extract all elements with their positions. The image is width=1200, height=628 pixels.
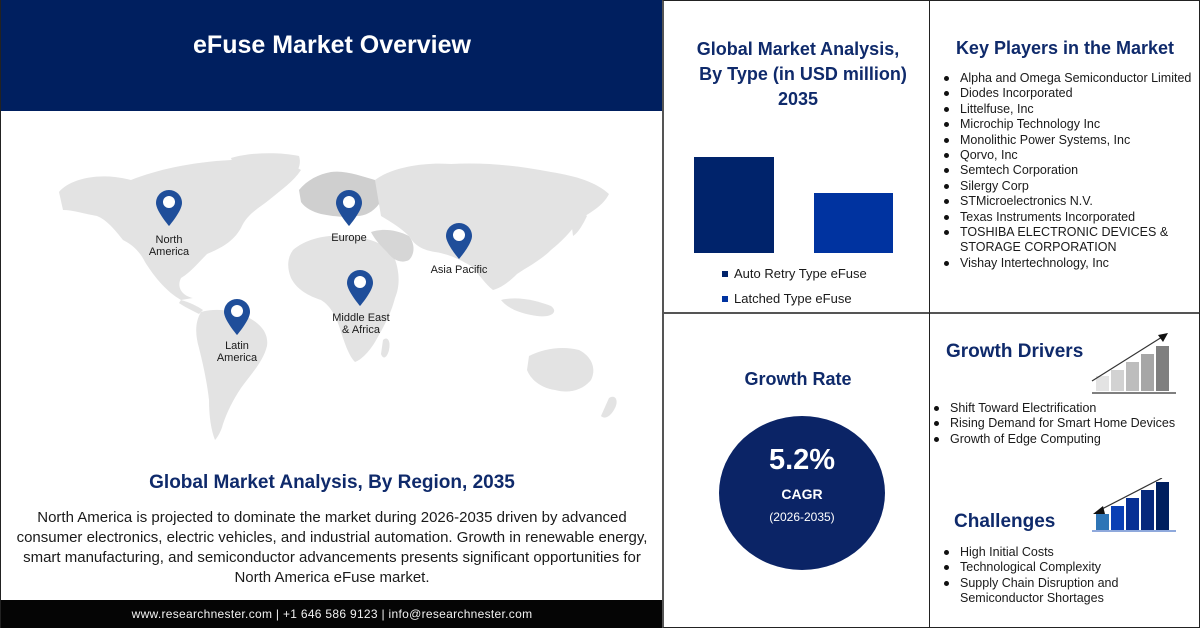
list-item: Alpha and Omega Semiconductor Limited — [940, 71, 1195, 86]
map-pin-icon[interactable] — [446, 223, 472, 259]
list-item: Monolithic Power Systems, Inc — [940, 133, 1195, 148]
list-item: Vishay Intertechnology, Inc — [940, 256, 1195, 271]
list-item: TOSHIBA ELECTRONIC DEVICES & STORAGE COR… — [940, 225, 1195, 256]
cagr-label: CAGR — [781, 486, 823, 502]
list-item: Growth of Edge Computing — [930, 432, 1195, 447]
legend-swatch-icon — [722, 270, 728, 277]
list-item: Texas Instruments Incorporated — [940, 210, 1195, 225]
bar-latched — [814, 193, 893, 253]
bar-auto-retry — [694, 157, 774, 253]
cagr-badge: 5.2% CAGR (2026-2035) — [719, 416, 885, 570]
list-item: Technological Complexity — [940, 560, 1195, 575]
list-item: Shift Toward Electrification — [930, 401, 1195, 416]
key-players-panel: Key Players in the Market Alpha and Omeg… — [930, 0, 1200, 314]
growth-drivers-list: Shift Toward Electrification Rising Dema… — [930, 401, 1195, 447]
list-item: Rising Demand for Smart Home Devices — [930, 416, 1195, 431]
growth-rate-panel: Growth Rate 5.2% CAGR (2026-2035) — [662, 313, 930, 628]
map-pin-icon[interactable] — [156, 190, 182, 226]
contact-footer: www.researchnester.com | +1 646 586 9123… — [1, 600, 663, 628]
cagr-period: (2026-2035) — [769, 510, 835, 524]
map-label-europe: Europe — [331, 232, 367, 244]
list-item: Microchip Technology Inc — [940, 117, 1195, 132]
list-item: Qorvo, Inc — [940, 148, 1195, 163]
world-map: North America Europe Asia Pacific Middle … — [31, 150, 641, 450]
overview-header: eFuse Market Overview — [1, 0, 663, 111]
list-item: Semtech Corporation — [940, 163, 1195, 178]
map-label-north-america: North America — [148, 234, 190, 258]
key-players-title: Key Players in the Market — [955, 38, 1175, 58]
challenges-list: High Initial Costs Technological Complex… — [940, 545, 1195, 607]
drivers-challenges-panel: Growth Drivers Shift Toward Electrificat… — [930, 313, 1200, 628]
declining-bar-chart-icon — [1092, 478, 1176, 532]
legend-item-latched: Latched Type eFuse — [722, 291, 852, 306]
map-label-middle-east-africa: Middle East & Africa — [332, 312, 390, 336]
region-overview-panel: eFuse Market Overview — [0, 0, 663, 628]
map-pin-icon[interactable] — [224, 299, 250, 335]
legend-swatch-icon — [722, 295, 728, 302]
type-chart-title: Global Market Analysis, By Type (in USD … — [696, 39, 907, 109]
list-item: Supply Chain Disruption and Semiconducto… — [940, 576, 1195, 607]
map-label-latin-america: Latin America — [216, 340, 258, 364]
type-analysis-panel: Global Market Analysis, By Type (in USD … — [662, 0, 930, 314]
cagr-value: 5.2% — [768, 444, 836, 476]
growth-rate-title: Growth Rate — [744, 369, 852, 389]
map-pin-icon[interactable] — [336, 190, 362, 226]
key-players-list: Alpha and Omega Semiconductor Limited Di… — [940, 71, 1195, 271]
list-item: High Initial Costs — [940, 545, 1195, 560]
map-label-asia-pacific: Asia Pacific — [430, 264, 488, 276]
page-title: eFuse Market Overview — [193, 31, 471, 59]
contact-info[interactable]: www.researchnester.com | +1 646 586 9123… — [131, 607, 533, 621]
map-pin-icon[interactable] — [347, 270, 373, 306]
legend-item-auto-retry: Auto Retry Type eFuse — [722, 266, 867, 281]
region-analysis-title: Global Market Analysis, By Region, 2035 — [149, 472, 515, 493]
list-item: Littelfuse, Inc — [940, 102, 1195, 117]
region-analysis-description: North America is projected to dominate t… — [16, 509, 648, 586]
list-item: Silergy Corp — [940, 179, 1195, 194]
list-item: STMicroelectronics N.V. — [940, 194, 1195, 209]
challenges-title: Challenges — [954, 511, 1056, 532]
list-item: Diodes Incorporated — [940, 86, 1195, 101]
growth-drivers-title: Growth Drivers — [946, 341, 1084, 362]
rising-bar-chart-icon — [1091, 333, 1176, 394]
